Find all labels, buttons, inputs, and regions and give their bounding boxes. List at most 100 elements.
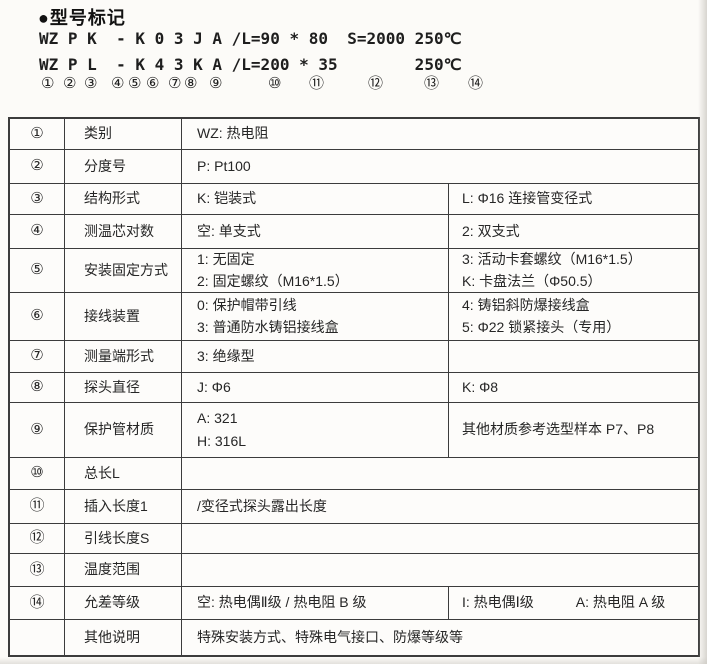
value-cell: K: Φ8 — [449, 373, 698, 402]
value-cell: 3: 活动卡套螺纹（M16*1.5） K: 卡盘法兰（Φ50.5） — [449, 249, 698, 292]
table-row: ⑭ 允差等级 空: 热电偶Ⅱ级 / 热电阻 B 级 I: 热电偶Ⅰ级 A: 热电阻 A… — [10, 587, 698, 620]
value-cell: 1: 无固定 2: 固定螺纹（M16*1.5） — [182, 249, 449, 292]
field-number-14: ⑭ — [468, 75, 484, 92]
value-line: 3: 绝缘型 — [197, 347, 255, 364]
value-line: L: Φ16 连接管变径式 — [462, 190, 593, 207]
row-label: 引线长度S — [65, 524, 182, 553]
value-line: 3: 活动卡套螺纹（M16*1.5） — [462, 250, 642, 267]
table-row: ② 分度号 P: Pt100 — [10, 150, 698, 184]
row-number-cell: ⑧ — [10, 373, 65, 402]
value-cell — [449, 341, 698, 372]
field-number-11: ⑪ — [309, 75, 325, 92]
table-row: ⑦ 测量端形式 3: 绝缘型 — [10, 341, 698, 373]
value-cell: I: 热电偶Ⅰ级 A: 热电阻 A 级 — [449, 587, 698, 619]
table-row: ⑨ 保护管材质 A: 321 H: 316L 其他材质参考选型样本 P7、P8 — [10, 403, 698, 458]
table-row: ④ 测温芯对数 空: 单支式 2: 双支式 — [10, 215, 698, 249]
field-number-9: ⑨ — [209, 75, 223, 92]
row-number-cell: ⑩ — [10, 458, 65, 489]
row-label: 其他说明 — [65, 620, 182, 655]
value-line: 空: 热电偶Ⅱ级 / 热电阻 B 级 — [197, 594, 367, 611]
value-cell: L: Φ16 连接管变径式 — [449, 184, 698, 214]
value-cell: /变径式探头露出长度 — [182, 490, 698, 523]
row-number-cell: ⑥ — [10, 293, 65, 340]
table-row: ⑤ 安装固定方式 1: 无固定 2: 固定螺纹（M16*1.5） 3: 活动卡套螺纹（M… — [10, 249, 698, 293]
value-cell: K: 铠装式 — [182, 184, 449, 214]
row-number-cell: ⑭ — [10, 587, 65, 619]
value-line: WZ: 热电阻 — [197, 125, 269, 142]
value-cell: 2: 双支式 — [449, 215, 698, 248]
model-code-line-1: WZ P K - K 0 3 J A /L=90 * 80 S=2000 250… — [39, 29, 462, 48]
row-number-cell: ① — [10, 119, 65, 149]
value-line: I: 热电偶Ⅰ级 A: 热电阻 A 级 — [462, 594, 666, 611]
table-row: ⑬ 温度范围 — [10, 554, 698, 587]
table-row: ⑩ 总长L — [10, 458, 698, 490]
field-number-7: ⑦ — [168, 75, 182, 92]
row-number-cell: ⑫ — [10, 524, 65, 553]
value-line: K: 卡盘法兰（Φ50.5） — [462, 273, 602, 289]
field-number-6: ⑥ — [146, 75, 160, 92]
value-cell — [182, 458, 698, 489]
value-cell: P: Pt100 — [182, 150, 698, 183]
row-number-cell: ⑬ — [10, 554, 65, 586]
value-line: 0: 保护帽带引线 — [197, 296, 297, 313]
value-line: 2: 双支式 — [462, 222, 520, 239]
value-cell: 其他材质参考选型样本 P7、P8 — [449, 403, 698, 457]
row-label: 测量端形式 — [65, 341, 182, 372]
table-row: ③ 结构形式 K: 铠装式 L: Φ16 连接管变径式 — [10, 184, 698, 215]
row-number-cell: ③ — [10, 184, 65, 214]
value-line: K: 铠装式 — [197, 190, 257, 207]
table-row: ⑫ 引线长度S — [10, 524, 698, 554]
row-label: 温度范围 — [65, 554, 182, 586]
table-row: ① 类别 WZ: 热电阻 — [10, 119, 698, 150]
value-cell: 3: 绝缘型 — [182, 341, 449, 372]
row-label: 插入长度1 — [65, 490, 182, 523]
value-cell — [182, 524, 698, 553]
value-line: 其他材质参考选型样本 P7、P8 — [462, 421, 655, 438]
value-line: 空: 单支式 — [197, 222, 261, 239]
value-line: 5: Φ22 锁紧接头（专用） — [462, 319, 621, 335]
row-number-cell: ④ — [10, 215, 65, 248]
value-cell: 特殊安装方式、特殊电气接口、防爆等级等 — [182, 620, 698, 655]
field-number-13: ⑬ — [424, 75, 440, 92]
value-line: /变径式探头露出长度 — [197, 497, 327, 514]
value-line: 1: 无固定 — [197, 250, 255, 267]
value-line: 特殊安装方式、特殊电气接口、防爆等级等 — [197, 628, 463, 645]
value-cell: A: 321 H: 316L — [182, 403, 449, 457]
value-cell: 0: 保护帽带引线 3: 普通防水铸铝接线盒 — [182, 293, 449, 340]
field-number-1: ① — [41, 75, 55, 92]
field-number-8: ⑧ — [184, 75, 198, 92]
row-label: 总长L — [65, 458, 182, 489]
value-line: 4: 铸铝斜防爆接线盒 — [462, 296, 590, 313]
row-label: 探头直径 — [65, 373, 182, 402]
table-row: ⑪ 插入长度1/变径式探头露出长度 — [10, 490, 698, 524]
value-line: K: Φ8 — [462, 378, 499, 395]
row-label: 允差等级 — [65, 587, 182, 619]
row-label: 测温芯对数 — [65, 215, 182, 248]
value-cell: WZ: 热电阻 — [182, 119, 698, 149]
value-cell — [182, 554, 698, 586]
value-cell: 4: 铸铝斜防爆接线盒 5: Φ22 锁紧接头（专用） — [449, 293, 698, 340]
row-number-cell: ⑦ — [10, 341, 65, 372]
table-row: ⑧ 探头直径 J: Φ6 K: Φ8 — [10, 373, 698, 403]
value-line: H: 316L — [197, 432, 247, 449]
table-row: 其他说明 特殊安装方式、特殊电气接口、防爆等级等 — [10, 620, 698, 655]
row-label: 类别 — [65, 119, 182, 149]
field-number-5: ⑤ — [128, 75, 142, 92]
row-number-cell — [10, 620, 65, 655]
field-number-3: ③ — [84, 75, 98, 92]
field-number-12: ⑫ — [368, 75, 384, 92]
spec-table: ① 类别 WZ: 热电阻 ② 分度号 P: Pt100 ③ 结构形式 K: 铠装式 L: Φ16 … — [8, 117, 700, 657]
row-label: 接线装置 — [65, 293, 182, 340]
value-cell: J: Φ6 — [182, 373, 449, 402]
table-row: ⑥ 接线装置 0: 保护帽带引线 3: 普通防水铸铝接线盒 4: 铸铝斜防爆接线盒 5: … — [10, 293, 698, 341]
row-number-cell: ⑪ — [10, 490, 65, 523]
field-number-10: ⑩ — [268, 75, 282, 92]
field-number-4: ④ — [111, 75, 125, 92]
field-number-2: ② — [63, 75, 77, 92]
row-label: 安装固定方式 — [65, 249, 182, 292]
row-number-cell: ⑨ — [10, 403, 65, 457]
value-cell: 空: 单支式 — [182, 215, 449, 248]
row-label: 结构形式 — [65, 184, 182, 214]
